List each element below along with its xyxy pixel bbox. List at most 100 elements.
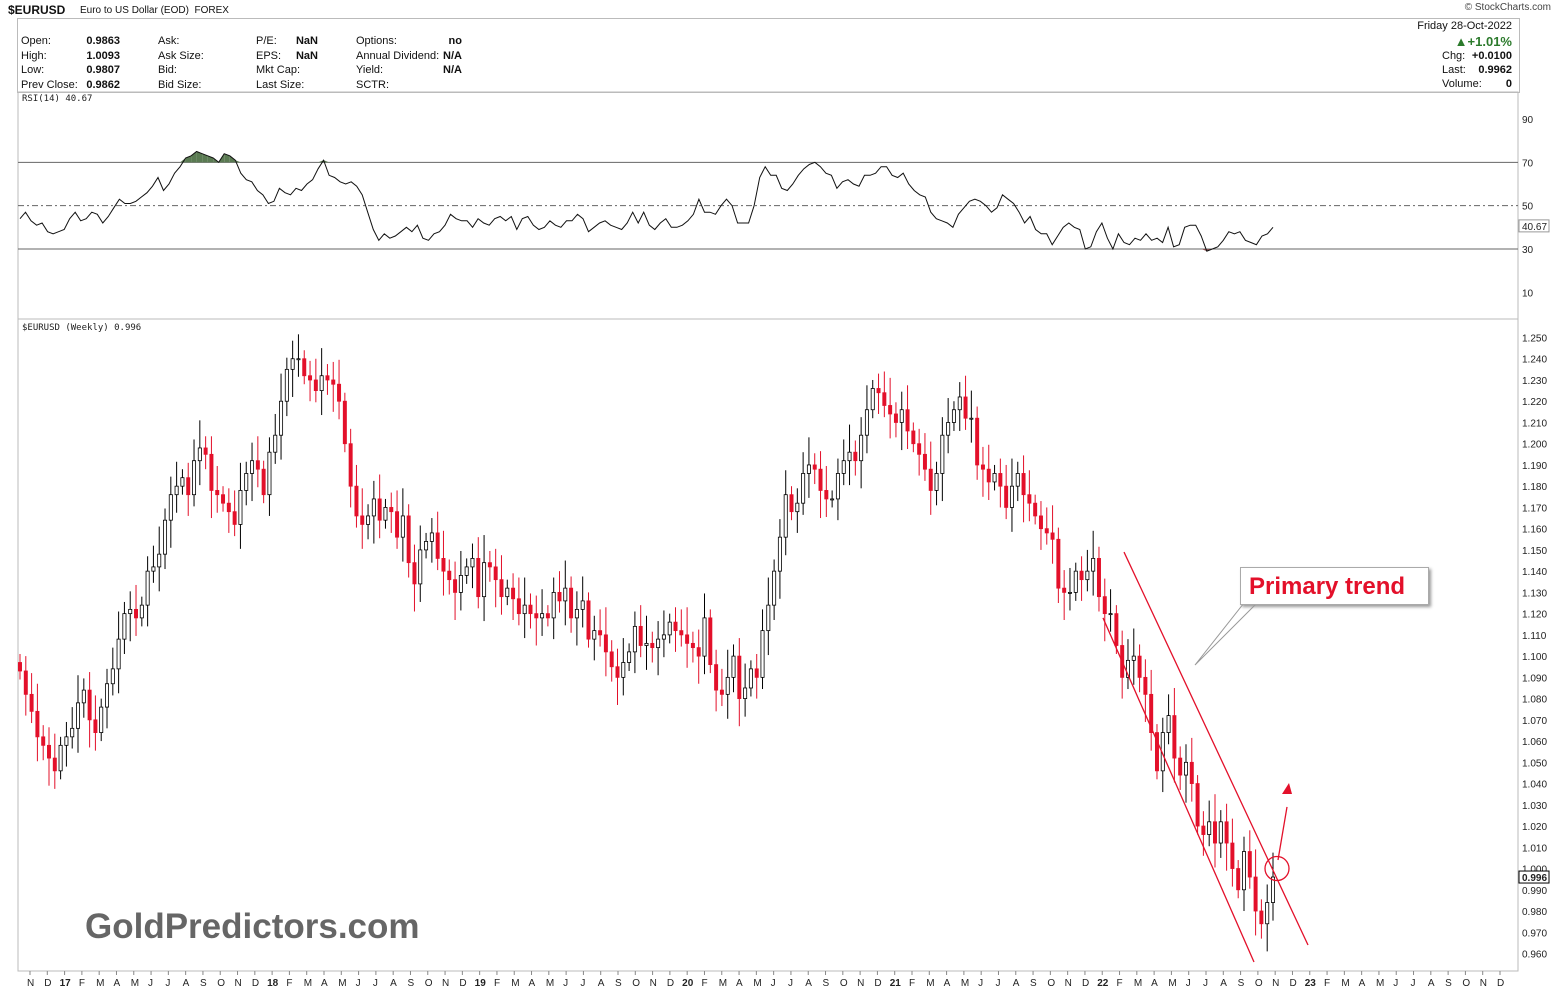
price-candle-body	[708, 617, 713, 666]
price-candle-body	[853, 451, 858, 462]
price-candle-body	[1056, 538, 1061, 589]
price-candle-body	[1218, 821, 1223, 844]
price-candle-body	[337, 383, 342, 402]
x-axis-tick-label: J	[1411, 978, 1416, 989]
quote-value: NaN	[295, 35, 318, 47]
price-candle-body	[453, 579, 458, 593]
price-candle-body	[1044, 528, 1049, 534]
x-axis-tick-label: S	[615, 978, 622, 989]
price-candle-body	[1253, 876, 1258, 912]
price-candle-body	[725, 676, 730, 695]
price-candle-body	[569, 587, 574, 619]
price-candle-body	[52, 757, 57, 772]
quote-label: Bid Size:	[158, 78, 202, 91]
price-candle-body	[493, 566, 498, 581]
price-candle-body	[574, 608, 579, 619]
price-candle-body	[319, 375, 324, 392]
x-axis-tick-label: S	[1030, 978, 1037, 989]
quote-value: 0.9962	[1478, 64, 1512, 76]
price-candle-body	[719, 689, 724, 695]
x-axis-tick-label: J	[563, 978, 568, 989]
x-axis-tick-label: F	[909, 978, 915, 989]
price-candle-body	[940, 434, 945, 474]
watermark-text: GoldPredictors.com	[85, 907, 420, 946]
price-tick-label: 1.070	[1522, 716, 1547, 727]
price-candle-body	[192, 460, 197, 496]
quote-label: Ask:	[158, 35, 180, 47]
rsi-overbought-fill	[323, 160, 330, 163]
price-candle-body	[1149, 693, 1154, 733]
price-candle-body	[1137, 655, 1142, 678]
quote-label: Last Size:	[256, 78, 305, 91]
price-candle-body	[777, 536, 782, 572]
quote-label: Annual Dividend:	[356, 49, 440, 62]
price-candle-body	[1207, 821, 1212, 835]
price-candle-body	[766, 604, 771, 632]
price-candle-body	[1230, 842, 1235, 869]
x-axis-tick-label: A	[944, 978, 951, 989]
quote-value: +0.0100	[1471, 50, 1512, 62]
x-axis-tick-label: N	[1480, 978, 1487, 989]
price-candle-body	[279, 400, 284, 436]
price-candle-body	[1067, 591, 1072, 594]
price-tick-label: 1.200	[1522, 440, 1547, 451]
price-candle-body	[99, 706, 104, 733]
x-axis-tick-label: N	[1065, 978, 1072, 989]
price-candle-body	[331, 379, 336, 385]
price-candle-body	[1033, 502, 1038, 517]
price-candle-body	[824, 490, 829, 500]
price-tick-label: 1.040	[1522, 780, 1547, 791]
price-tick-label: 1.220	[1522, 397, 1547, 408]
x-axis-tick-label: O	[840, 978, 848, 989]
quote-label: SCTR:	[356, 78, 389, 91]
price-candle-body	[1172, 715, 1177, 759]
price-candle-body	[360, 515, 365, 525]
price-candle-body	[522, 604, 527, 615]
x-axis-tick-label: 17	[60, 978, 72, 989]
price-candle-body	[1154, 732, 1159, 772]
rsi-overbought-fill	[224, 153, 230, 163]
quote-label: Volume:	[1442, 78, 1482, 90]
x-axis-tick-label: F	[1324, 978, 1330, 989]
x-axis-tick-label: J	[373, 978, 378, 989]
price-candle-body	[1236, 868, 1241, 891]
price-candle-body	[795, 502, 800, 513]
price-candle-body	[580, 600, 585, 610]
x-axis-tick-label: A	[1151, 978, 1158, 989]
x-axis-tick-label: A	[321, 978, 328, 989]
quote-value: 0.9807	[86, 64, 120, 76]
price-candle-body	[23, 670, 28, 695]
quote-label: Mkt Cap:	[256, 64, 301, 76]
price-candle-body	[41, 736, 46, 746]
site-credit[interactable]: © StockCharts.com	[1464, 2, 1551, 13]
rsi-overbought-fill	[191, 151, 197, 163]
price-candle-body	[1178, 757, 1183, 776]
price-candle-body	[1050, 532, 1055, 540]
price-candle-body	[296, 358, 301, 361]
price-candle-body	[395, 511, 400, 538]
quote-value: 1.0093	[86, 49, 120, 62]
quote-label: Ask Size:	[158, 49, 204, 62]
price-candle-body	[458, 575, 463, 593]
rsi-overbought-fill	[180, 158, 186, 163]
price-candle-body	[1213, 821, 1217, 844]
trend-channel-lower	[1102, 617, 1255, 963]
x-axis-tick-label: A	[736, 978, 743, 989]
x-axis-tick-label: N	[857, 978, 864, 989]
x-axis-tick-label: O	[1047, 978, 1055, 989]
price-candle-body	[1224, 821, 1229, 844]
price-candle-body	[116, 638, 121, 670]
rsi-overbought-fill	[207, 155, 214, 163]
price-candle-body	[540, 613, 545, 619]
price-candle-body	[139, 604, 144, 619]
x-axis-tick-label: M	[338, 978, 346, 989]
trend-channel-upper	[1123, 551, 1309, 946]
annotation-text: Primary trend	[1249, 573, 1406, 600]
price-candle-body	[1125, 659, 1130, 678]
annotation-box: Primary trend	[1240, 567, 1429, 605]
annotation-pointer	[1194, 602, 1259, 666]
price-tick-label: 1.080	[1522, 695, 1547, 706]
price-candle-body	[447, 570, 452, 581]
price-tick-label: 1.000	[1522, 865, 1547, 876]
price-candle-body	[632, 625, 637, 653]
